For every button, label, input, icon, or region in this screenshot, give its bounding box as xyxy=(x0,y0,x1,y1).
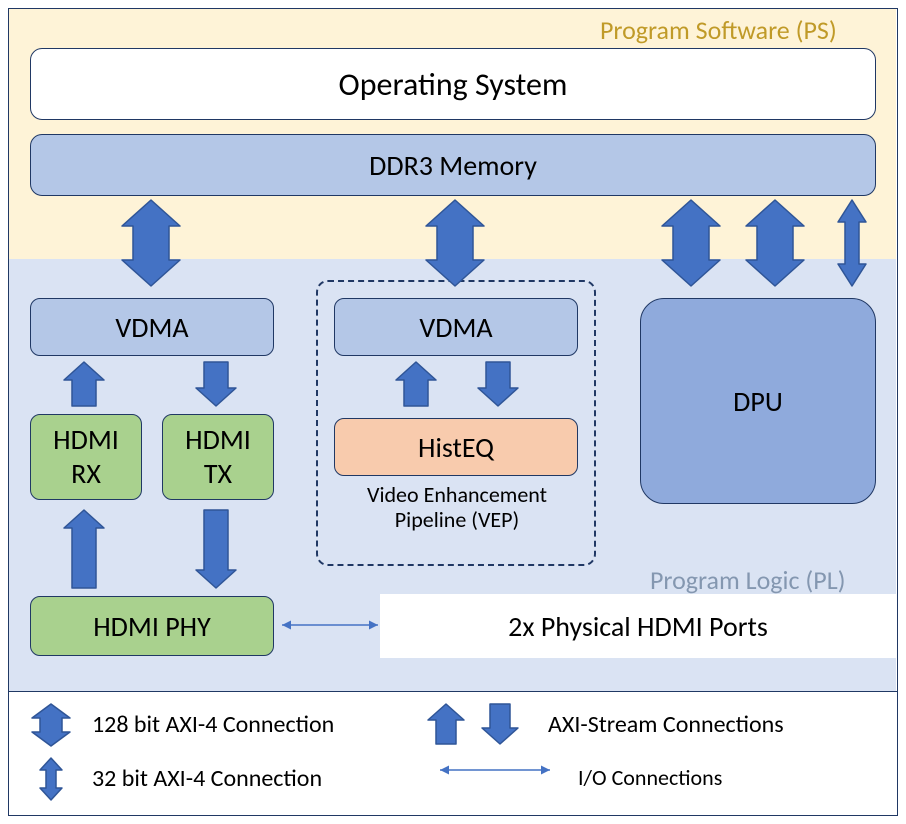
diagram-stage: Program Software (PS) Program Logic (PL)… xyxy=(0,0,906,824)
arrow-layer xyxy=(0,0,906,824)
